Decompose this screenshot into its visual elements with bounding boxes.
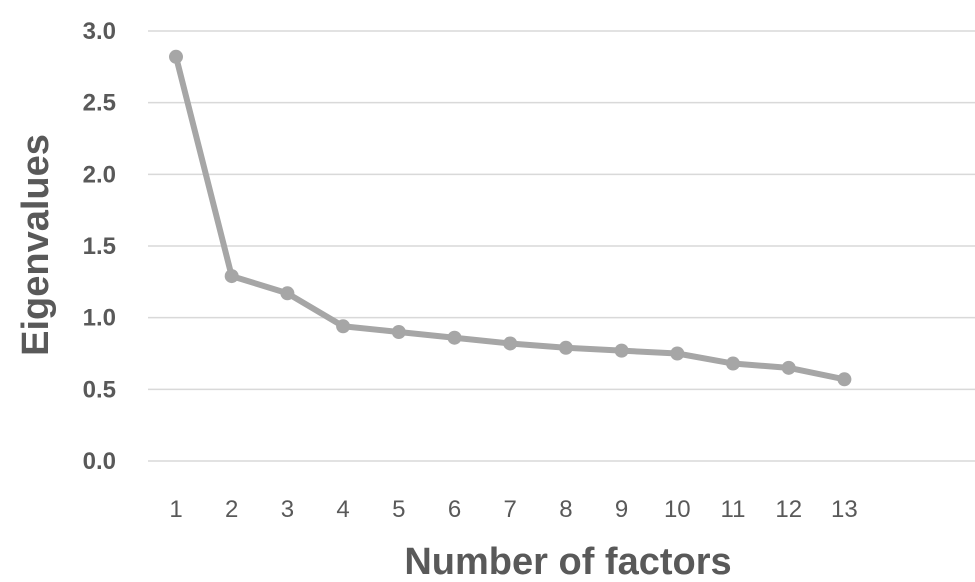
y-tick-label: 2.0 bbox=[83, 161, 116, 188]
gridlines bbox=[148, 30, 975, 462]
x-tick-label: 11 bbox=[721, 496, 746, 523]
y-tick-label: 0.5 bbox=[83, 376, 116, 403]
data-point bbox=[726, 356, 740, 371]
x-tick-label: 12 bbox=[775, 496, 802, 523]
y-tick-label: 0.0 bbox=[83, 448, 116, 475]
data-point bbox=[280, 286, 295, 301]
data-point bbox=[781, 360, 796, 375]
x-tick-label: 4 bbox=[336, 496, 349, 523]
x-tick-label: 10 bbox=[664, 496, 691, 523]
data-point bbox=[503, 336, 518, 351]
data-point bbox=[670, 346, 685, 361]
data-point bbox=[447, 330, 462, 345]
x-axis-ticks: 1 2 3 4 5 6 7 8 9 10 11 12 13 bbox=[169, 496, 857, 523]
x-tick-label: 1 bbox=[169, 496, 182, 523]
y-tick-label: 1.0 bbox=[83, 305, 116, 332]
x-tick-label: 6 bbox=[448, 496, 461, 523]
x-tick-label: 13 bbox=[831, 496, 858, 523]
data-point bbox=[558, 340, 573, 355]
y-tick-label: 1.5 bbox=[83, 233, 116, 260]
y-axis-label: Eigenvalues bbox=[15, 134, 57, 356]
x-tick-label: 2 bbox=[225, 496, 238, 523]
data-point bbox=[336, 319, 351, 334]
x-tick-label: 5 bbox=[392, 496, 405, 523]
data-point bbox=[391, 325, 406, 339]
series-line bbox=[173, 53, 848, 383]
x-tick-label: 7 bbox=[504, 496, 517, 523]
x-axis-label: Number of factors bbox=[404, 541, 731, 582]
series-layer bbox=[169, 49, 852, 387]
y-tick-label: 3.0 bbox=[83, 18, 116, 45]
data-point bbox=[224, 269, 239, 284]
y-axis-ticks: 0.0 0.5 1.0 1.5 2.0 2.5 3.0 bbox=[83, 18, 116, 475]
x-tick-label: 3 bbox=[281, 496, 294, 523]
x-tick-label: 8 bbox=[559, 496, 572, 523]
y-tick-label: 2.5 bbox=[83, 90, 116, 117]
data-point bbox=[169, 49, 183, 64]
data-point bbox=[837, 372, 852, 387]
x-tick-label: 9 bbox=[615, 496, 628, 523]
data-point bbox=[614, 343, 629, 358]
